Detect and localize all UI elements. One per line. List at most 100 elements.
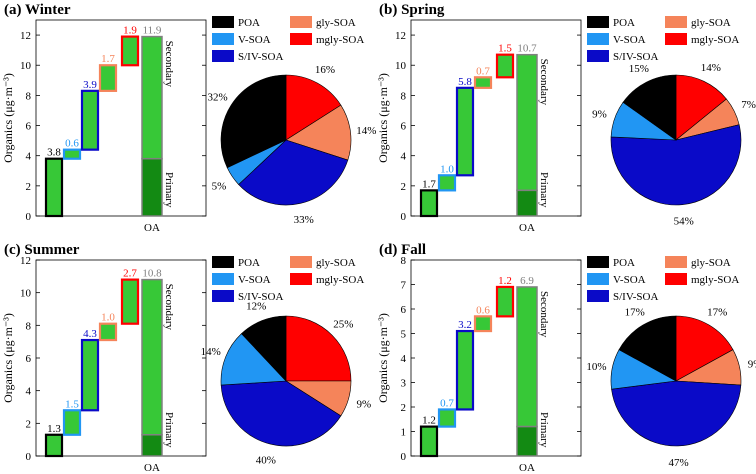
- y-tick-label: 4: [401, 151, 407, 163]
- data-label-mgly-soa: 2.7: [123, 268, 137, 280]
- y-tick-label: 4: [26, 151, 32, 163]
- y-tick-label: 12: [20, 255, 31, 267]
- pie-label-poa: 32%: [208, 92, 228, 104]
- pie-slice-s-iv-soa: [611, 380, 742, 447]
- pie-label-s-iv-soa: 47%: [668, 457, 688, 469]
- bar-v-soa: [62, 148, 82, 160]
- y-tick-label: 0: [401, 451, 407, 463]
- bar-poa: [419, 189, 439, 218]
- legend-label: gly-SOA: [691, 17, 731, 29]
- bar-mgly-soa: [495, 53, 515, 79]
- legend-swatch: [587, 273, 609, 285]
- y-tick-label: 2: [401, 402, 407, 414]
- bar-gly-soa: [473, 315, 493, 333]
- legend-label: V-SOA: [613, 34, 646, 46]
- data-label-gly-soa: 0.7: [476, 65, 490, 77]
- bar-oa-primary: [516, 425, 538, 457]
- data-label-v-soa: 0.7: [440, 397, 454, 409]
- x-tick-label: OA: [144, 222, 160, 234]
- y-tick-label: 8: [401, 255, 407, 267]
- y-axis-label: Organics (μg·m⁻³): [1, 313, 15, 403]
- panel-1: (a) Winter Organics (μg·m⁻³) 0 2 4 6 8 10 12 OA 3.…: [1, 2, 376, 234]
- bar-v-soa: [437, 174, 457, 192]
- bar-v-soa: [62, 409, 82, 436]
- bar-oa-primary: [141, 157, 163, 217]
- data-label-gly-soa: 1.0: [101, 312, 115, 324]
- pie-slice-s-iv-soa: [238, 139, 349, 206]
- pie-slice-poa: [241, 315, 287, 382]
- pie-label-s-iv-soa: 33%: [294, 214, 314, 226]
- x-tick-label: OA: [519, 462, 535, 474]
- bar-oa-secondary: [141, 35, 163, 160]
- legend-swatch: [587, 50, 609, 62]
- y-tick-label: 0: [26, 211, 32, 223]
- data-label-oa-total: 10.8: [142, 268, 162, 280]
- legend-label: gly-SOA: [316, 17, 356, 29]
- legend-label: S/IV-SOA: [238, 291, 283, 303]
- legend-swatch: [212, 33, 234, 45]
- axes-frame: [35, 19, 207, 217]
- bar-poa: [44, 433, 64, 458]
- pie-slice-mgly-soa: [675, 74, 727, 141]
- legend-label: POA: [613, 257, 635, 269]
- primary-label: Primary: [163, 412, 175, 448]
- pie-label-v-soa: 10%: [586, 361, 606, 373]
- y-tick-label: 2: [401, 181, 407, 193]
- bar-s-iv-soa: [455, 86, 475, 177]
- bar-poa: [44, 157, 64, 218]
- panel-title: (b) Spring: [379, 2, 445, 18]
- pie-label-s-iv-soa: 54%: [674, 216, 694, 228]
- pie-label-s-iv-soa: 40%: [256, 454, 276, 466]
- bar-v-soa: [437, 408, 457, 428]
- primary-label: Primary: [538, 172, 550, 208]
- y-tick-label: 12: [20, 30, 31, 42]
- pie-label-gly-soa: 7%: [741, 99, 756, 111]
- legend-label: mgly-SOA: [316, 274, 364, 286]
- panel-title: (d) Fall: [379, 242, 426, 258]
- pie-label-poa: 12%: [246, 301, 266, 313]
- y-tick-label: 8: [26, 90, 32, 102]
- panel-4: (d) Fall Organics (μg·m⁻³) 0 1 2 3 4 5 6 7 8 OA 1.2 0…: [376, 242, 756, 474]
- bar-mgly-soa: [120, 278, 140, 325]
- legend-swatch: [290, 273, 312, 285]
- panel-2: (b) Spring Organics (μg·m⁻³) 0 2 4 6 8 10 12 OA 1.…: [376, 2, 756, 234]
- legend-swatch: [290, 16, 312, 28]
- pie-slice-s-iv-soa: [220, 380, 342, 447]
- data-label-s-iv-soa: 5.8: [458, 76, 472, 88]
- panel-title: (a) Winter: [4, 2, 71, 18]
- bar-s-iv-soa: [80, 338, 100, 412]
- pie-label-mgly-soa: 16%: [315, 64, 335, 76]
- legend-label: mgly-SOA: [691, 274, 739, 286]
- y-tick-label: 4: [26, 386, 32, 398]
- legend-label: POA: [238, 257, 260, 269]
- y-tick-label: 7: [401, 280, 407, 292]
- legend-swatch: [587, 33, 609, 45]
- pie-label-gly-soa: 9%: [356, 399, 371, 411]
- pie-label-v-soa: 5%: [212, 181, 227, 193]
- panel-3: (c) Summer Organics (μg·m⁻³) 0 2 4 6 8 10 12 OA 1.…: [1, 242, 371, 474]
- pie-slice-s-iv-soa: [610, 124, 742, 206]
- y-tick-label: 8: [401, 90, 407, 102]
- data-label-poa: 3.8: [47, 147, 61, 159]
- legend-swatch: [587, 290, 609, 302]
- legend-label: V-SOA: [613, 274, 646, 286]
- data-label-mgly-soa: 1.9: [123, 25, 137, 37]
- bar-s-iv-soa: [455, 329, 475, 411]
- y-tick-label: 10: [20, 60, 32, 72]
- data-label-v-soa: 1.5: [65, 398, 79, 410]
- pie-slice-gly-soa: [285, 104, 352, 161]
- bar-oa-secondary: [516, 53, 538, 192]
- pie-label-v-soa: 14%: [201, 346, 221, 358]
- legend-label: POA: [238, 17, 260, 29]
- y-tick-label: 6: [26, 353, 32, 365]
- y-axis-label: Organics (μg·m⁻³): [376, 313, 390, 403]
- bar-oa-primary: [516, 189, 538, 217]
- legend-label: mgly-SOA: [316, 34, 364, 46]
- pie-label-mgly-soa: 25%: [333, 319, 353, 331]
- legend-swatch: [212, 16, 234, 28]
- pie-slice-v-soa: [220, 333, 287, 386]
- bar-gly-soa: [98, 322, 118, 342]
- pie-label-gly-soa: 14%: [356, 125, 376, 137]
- data-label-poa: 1.2: [422, 415, 436, 427]
